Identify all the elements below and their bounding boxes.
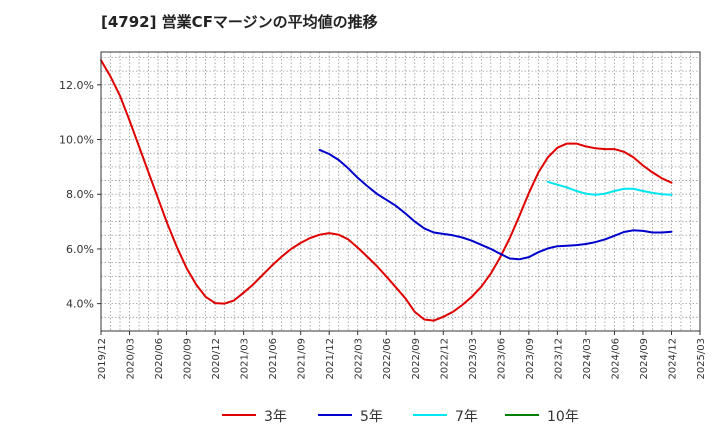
legend-swatch (413, 414, 447, 416)
legend-label: 7年 (455, 409, 478, 425)
legend-label: 10年 (547, 409, 579, 425)
series-line-0 (100, 59, 673, 322)
y-axis: 4.0% 6.0% 8.0% 10.0% 12.0% (59, 79, 101, 311)
x-tick-label: 2022/06 (382, 338, 393, 380)
x-tick-label: 2022/09 (411, 338, 422, 380)
y-tick-label: 6.0% (66, 243, 94, 256)
y-tick-label: 10.0% (59, 134, 94, 147)
legend-swatch (222, 414, 256, 416)
y-tick-label: 12.0% (59, 79, 94, 92)
x-tick-label: 2020/09 (183, 338, 194, 380)
legend-swatch (505, 414, 539, 416)
series-lines (100, 59, 673, 322)
x-tick-label: 2024/03 (582, 338, 593, 380)
legend-label: 5年 (360, 409, 383, 425)
x-axis: 2019/12 2020/03 2020/06 2020/09 2020/12 2021/… (97, 331, 707, 380)
x-tick-label: 2021/09 (297, 338, 308, 380)
y-tick-label: 8.0% (66, 188, 94, 201)
x-tick-label: 2021/03 (240, 338, 251, 380)
x-tick-label: 2020/03 (126, 338, 137, 380)
legend-swatch (318, 414, 352, 416)
x-tick-label: 2020/06 (154, 338, 165, 380)
x-tick-label: 2023/12 (553, 338, 564, 380)
plot-frame (100, 51, 701, 332)
x-tick-label: 2021/06 (268, 338, 279, 380)
x-tick-label: 2025/03 (696, 338, 707, 380)
chart-area: 4.0% 6.0% 8.0% 10.0% 12.0% 2019/12 2020/03 202… (59, 51, 707, 380)
legend: 3年 5年 7年 10年 (0, 402, 720, 428)
x-tick-label: 2021/12 (325, 338, 336, 380)
x-tick-label: 2024/12 (667, 338, 678, 380)
chart-title: [4792] 営業CFマージンの平均値の推移 (101, 13, 378, 31)
x-tick-label: 2020/12 (211, 338, 222, 380)
x-tick-label: 2024/09 (639, 338, 650, 380)
series-line-2 (546, 180, 673, 196)
x-tick-label: 2023/06 (496, 338, 507, 380)
series-line-1 (318, 148, 673, 261)
x-tick-label: 2019/12 (97, 338, 108, 380)
x-tick-label: 2023/09 (525, 338, 536, 380)
x-tick-label: 2024/06 (610, 338, 621, 380)
x-tick-label: 2023/03 (468, 338, 479, 380)
legend-label: 3年 (264, 409, 287, 425)
x-tick-label: 2022/12 (439, 338, 450, 380)
grid (101, 52, 700, 331)
x-tick-label: 2022/03 (354, 338, 365, 380)
y-tick-label: 4.0% (66, 298, 94, 311)
